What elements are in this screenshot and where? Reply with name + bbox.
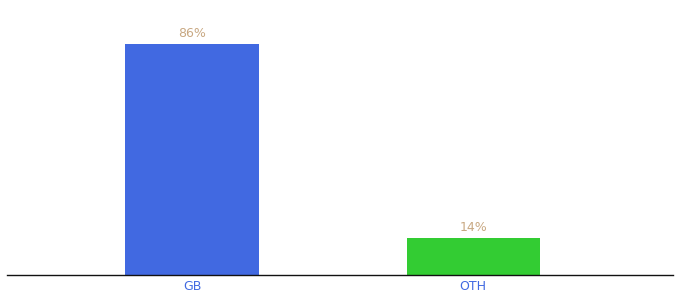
Bar bbox=[407, 238, 540, 275]
Bar bbox=[125, 44, 258, 275]
Text: 14%: 14% bbox=[460, 220, 487, 234]
Text: 86%: 86% bbox=[178, 28, 206, 40]
